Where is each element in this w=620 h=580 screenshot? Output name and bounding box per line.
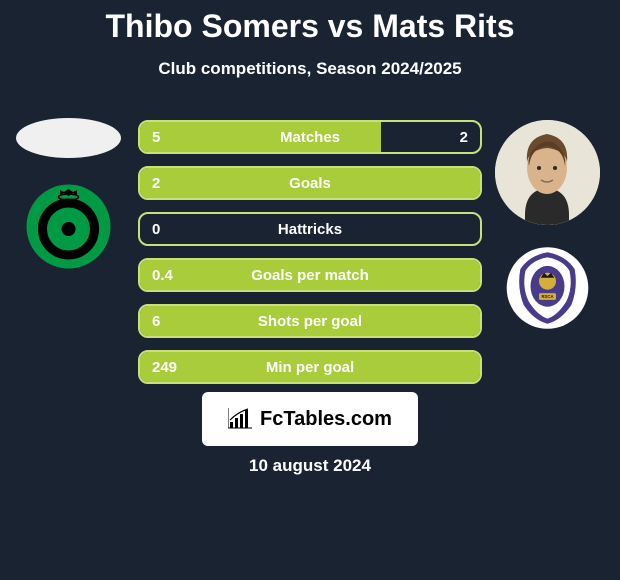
stat-row-goals-per-match: 0.4 Goals per match xyxy=(138,258,482,292)
stat-label: Goals xyxy=(140,175,480,192)
stat-row-min-per-goal: 249 Min per goal xyxy=(138,350,482,384)
left-player-photo xyxy=(16,118,121,158)
page-title: Thibo Somers vs Mats Rits xyxy=(0,8,620,45)
right-player-photo xyxy=(495,120,600,225)
stat-row-goals: 2 Goals xyxy=(138,166,482,200)
stat-right-value: 2 xyxy=(460,129,468,146)
watermark-text: FcTables.com xyxy=(260,408,392,431)
stat-label: Hattricks xyxy=(140,221,480,238)
stats-bars: 5 Matches 2 2 Goals 0 Hattricks 0.4 Goal… xyxy=(138,120,482,396)
stat-label: Goals per match xyxy=(140,267,480,284)
left-player-column xyxy=(8,118,128,269)
watermark: FcTables.com xyxy=(202,392,418,446)
subtitle: Club competitions, Season 2024/2025 xyxy=(0,59,620,79)
stat-label: Matches xyxy=(140,129,480,146)
stat-row-matches: 5 Matches 2 xyxy=(138,120,482,154)
right-club-logo: RSCA xyxy=(505,245,590,330)
stat-label: Min per goal xyxy=(140,359,480,376)
svg-text:RSCA: RSCA xyxy=(541,294,553,299)
left-club-logo xyxy=(26,184,111,269)
stat-label: Shots per goal xyxy=(140,313,480,330)
chart-icon xyxy=(228,408,254,430)
stat-row-hattricks: 0 Hattricks xyxy=(138,212,482,246)
right-player-column: RSCA xyxy=(492,120,602,330)
date-text: 10 august 2024 xyxy=(0,456,620,476)
stat-row-shots-per-goal: 6 Shots per goal xyxy=(138,304,482,338)
